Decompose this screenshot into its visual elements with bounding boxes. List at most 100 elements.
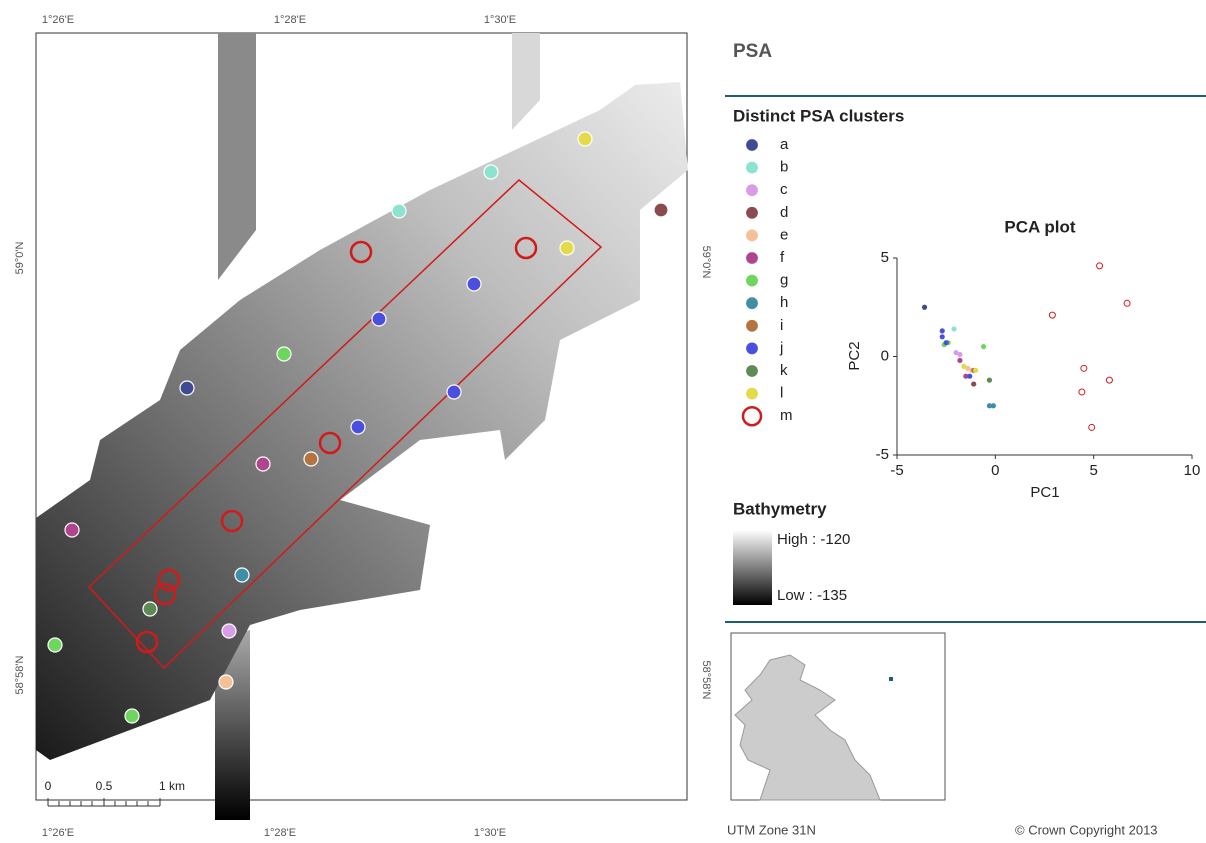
point (967, 374, 972, 379)
scale-label: 1 km (159, 779, 185, 793)
legend-label: h (780, 294, 788, 311)
station (48, 638, 62, 652)
point (957, 358, 962, 363)
point (957, 352, 962, 357)
y-tick-label: 0 (881, 347, 889, 364)
point (922, 305, 927, 310)
legend-marker (746, 387, 759, 400)
point (1124, 300, 1130, 306)
station (467, 277, 481, 291)
legend-marker (746, 274, 759, 287)
point (940, 328, 945, 333)
point (1097, 263, 1103, 269)
y-tick-label: -5 (876, 446, 889, 463)
station (180, 381, 194, 395)
point (987, 378, 992, 383)
legend-label: d (780, 204, 788, 221)
x-tick-label: -5 (890, 462, 903, 479)
lon-label: 1°28'E (274, 14, 306, 26)
station (392, 204, 406, 218)
legend-marker (746, 297, 759, 310)
x-tick-label: 5 (1089, 462, 1097, 479)
legend-marker (746, 206, 759, 219)
station (484, 165, 498, 179)
legend-marker (746, 342, 759, 355)
station (143, 602, 157, 616)
legend-marker (746, 252, 759, 265)
station (447, 385, 461, 399)
legend-marker (746, 161, 759, 174)
lat-label: 59°0'N (14, 242, 26, 275)
legend-label: c (780, 181, 788, 198)
point (981, 344, 986, 349)
legend-marker (746, 184, 759, 197)
station (125, 709, 139, 723)
copyright: © Crown Copyright 2013 (1015, 822, 1158, 837)
legend-label: i (780, 317, 783, 334)
station (65, 523, 79, 537)
station (222, 624, 236, 638)
station (560, 241, 574, 255)
point (971, 381, 976, 386)
legend-label: g (780, 272, 788, 289)
legend-label: j (779, 339, 783, 356)
legend-marker (746, 319, 759, 332)
page: 1°26'E 1°28'E 1°30'E 1°26'E 1°28'E 1°30'… (0, 0, 1206, 843)
legend-marker (746, 365, 759, 378)
y-axis-label: PC2 (846, 341, 863, 370)
scale-label: 0.5 (96, 779, 113, 793)
y-tick-label: 5 (881, 249, 889, 266)
lat-label: 59°0'N (700, 246, 712, 279)
lon-label: 1°30'E (484, 14, 516, 26)
point (1106, 377, 1112, 383)
x-tick-label: 0 (991, 462, 999, 479)
point (961, 364, 966, 369)
lon-label: 1°26'E (42, 14, 74, 26)
pca-plot: PCA plot -5 0 5 -5 0 5 10 PC1 PC2 (846, 217, 1200, 500)
inset-map (731, 633, 945, 800)
map: 1°26'E 1°28'E 1°30'E 1°26'E 1°28'E 1°30'… (14, 14, 712, 839)
point (1079, 389, 1085, 395)
scale-label: 0 (45, 779, 52, 793)
legend-label: e (780, 226, 788, 243)
legend-label: f (780, 249, 785, 266)
station (578, 132, 592, 146)
point (1089, 424, 1095, 430)
legend-label: a (780, 136, 789, 153)
point (1081, 365, 1087, 371)
station (304, 452, 318, 466)
legend-label: b (780, 159, 788, 176)
legend-marker (746, 229, 759, 242)
station (256, 457, 270, 471)
x-axis-label: PC1 (1030, 484, 1059, 501)
lat-label: 58°58'N (700, 661, 712, 700)
bathymetry-title: Bathymetry (733, 499, 827, 518)
lon-label: 1°28'E (264, 827, 296, 839)
point (1049, 312, 1055, 318)
lat-label: 58°58'N (14, 655, 26, 694)
projection: UTM Zone 31N (727, 822, 816, 837)
legend-title: Distinct PSA clusters (733, 106, 904, 125)
station (372, 312, 386, 326)
legend-marker (743, 407, 761, 425)
point (973, 368, 978, 373)
station (277, 347, 291, 361)
point (940, 334, 945, 339)
x-tick-label: 10 (1184, 462, 1201, 479)
bathymetry-low: Low : -135 (777, 587, 847, 604)
bathymetry-high: High : -120 (777, 531, 850, 548)
legend-marker (746, 139, 759, 152)
lon-label: 1°26'E (42, 827, 74, 839)
legend-label: m (780, 407, 793, 424)
point (951, 326, 956, 331)
bathymetry-ramp (733, 530, 772, 605)
lon-label: 1°30'E (474, 827, 506, 839)
station (235, 568, 249, 582)
chart-title: PCA plot (1004, 217, 1075, 236)
point (991, 403, 996, 408)
legend-label: l (780, 385, 783, 402)
station (654, 203, 668, 217)
legend-label: k (780, 362, 788, 379)
station (219, 675, 233, 689)
